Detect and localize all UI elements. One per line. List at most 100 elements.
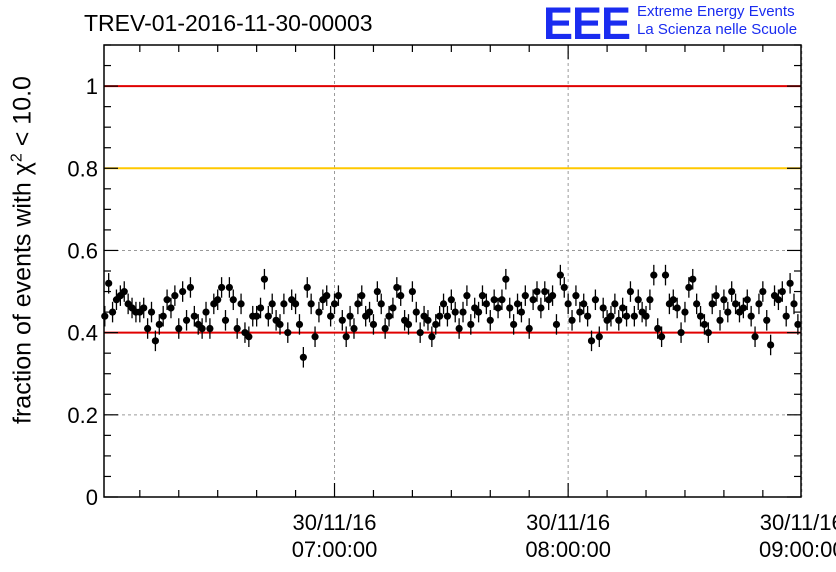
marker	[354, 300, 362, 308]
data-point	[529, 289, 537, 311]
data-point	[634, 289, 642, 311]
data-point	[712, 285, 720, 306]
data-point	[198, 318, 206, 339]
marker	[712, 292, 720, 300]
data-point	[264, 305, 272, 327]
y-tick-label: 0.4	[67, 321, 98, 346]
marker	[599, 304, 607, 312]
data-point	[622, 305, 631, 327]
marker	[673, 304, 681, 312]
marker	[108, 308, 117, 316]
marker	[786, 279, 794, 287]
data-point	[619, 297, 627, 319]
data-point	[630, 305, 638, 327]
data-point	[728, 281, 736, 302]
logo-caption: Extreme Energy Events La Scienza nelle S…	[637, 3, 797, 39]
data-point	[330, 293, 339, 315]
data-point	[105, 273, 113, 294]
marker	[358, 292, 366, 300]
data-point	[739, 297, 747, 319]
data-point	[626, 281, 635, 302]
marker	[268, 300, 276, 308]
data-point	[385, 305, 393, 327]
marker	[541, 287, 549, 296]
marker	[167, 304, 175, 312]
marker	[755, 300, 763, 308]
x-tick-labels: 30/11/1607:00:0030/11/1608:00:0030/11/16…	[292, 510, 836, 562]
data-point	[311, 326, 319, 348]
marker	[572, 292, 580, 300]
marker	[233, 324, 241, 333]
data-point	[560, 277, 568, 298]
data-point	[323, 285, 331, 306]
marker	[198, 324, 206, 333]
marker	[739, 304, 747, 312]
marker	[237, 300, 245, 308]
data-point	[541, 281, 549, 302]
data-point	[467, 314, 475, 335]
data-point	[591, 289, 600, 311]
data-point	[455, 318, 463, 339]
data-point	[147, 301, 156, 323]
data-point	[369, 314, 378, 335]
data-point	[412, 301, 420, 323]
data-point	[393, 277, 401, 298]
marker	[607, 312, 615, 320]
data-point	[782, 305, 790, 327]
plot-frame	[103, 44, 802, 498]
marker	[432, 320, 440, 329]
marker	[587, 337, 596, 345]
data-point	[794, 314, 802, 335]
marker	[186, 283, 195, 292]
eee-logo: EEE	[543, 0, 631, 49]
data-point	[568, 310, 576, 331]
marker	[202, 308, 210, 316]
data-point	[451, 301, 459, 323]
logo-caption-line1: Extreme Energy Events	[637, 3, 795, 20]
marker	[704, 329, 712, 337]
marker	[225, 283, 233, 292]
data-point	[486, 310, 494, 331]
data-point	[513, 293, 522, 315]
marker	[393, 283, 401, 292]
marker	[284, 329, 292, 337]
data-point	[654, 318, 662, 339]
y-tick-label: 1	[86, 74, 98, 99]
marker	[443, 312, 452, 320]
data-point	[595, 326, 603, 348]
data-point	[159, 305, 167, 327]
data-point	[459, 301, 467, 323]
data-point	[510, 314, 518, 335]
x-tick-label-time: 08:00:00	[525, 537, 611, 562]
y-tick-label: 0	[86, 485, 98, 510]
marker	[385, 312, 393, 320]
data-point	[767, 334, 775, 356]
data-point	[179, 281, 187, 302]
marker	[584, 312, 592, 320]
data-point	[389, 297, 397, 319]
marker	[700, 320, 709, 329]
data-point	[397, 285, 405, 306]
data-point	[693, 293, 701, 315]
data-point	[584, 305, 592, 327]
marker	[295, 320, 304, 329]
marker	[763, 316, 771, 324]
marker	[728, 287, 736, 296]
marker	[595, 333, 603, 341]
data-point	[350, 318, 358, 339]
data-point	[759, 281, 767, 302]
data-point	[373, 281, 381, 302]
data-point	[506, 297, 514, 319]
marker	[510, 320, 518, 329]
marker	[498, 296, 506, 304]
data-point	[463, 285, 471, 306]
data-point	[564, 293, 572, 315]
y-tick-labels: 0 0.2 0.4 0.6 0.8 1	[67, 74, 98, 510]
marker	[506, 304, 514, 312]
data-point	[436, 305, 444, 327]
marker	[486, 316, 494, 324]
marker	[646, 296, 654, 304]
data-point	[253, 305, 261, 327]
data-point	[498, 289, 506, 311]
data-point	[182, 310, 191, 331]
